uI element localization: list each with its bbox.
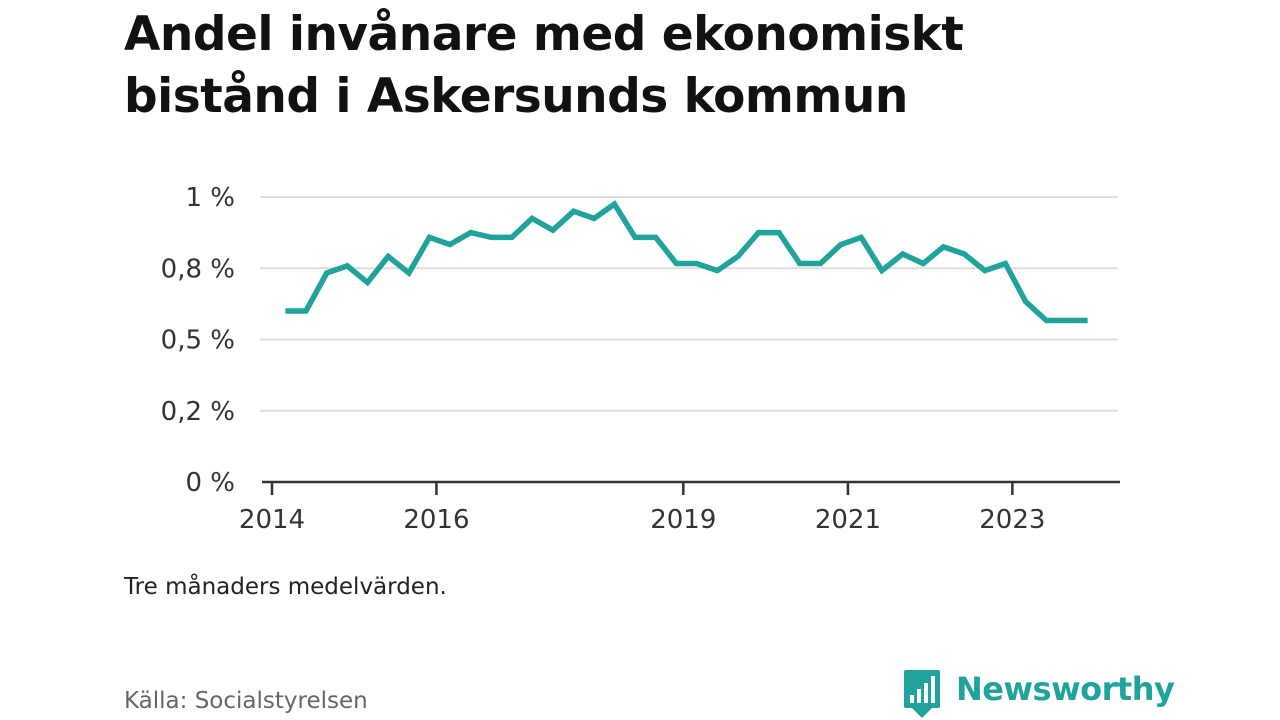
- grid-lines: [260, 196, 1118, 412]
- series-line: [285, 200, 1088, 324]
- x-tick-label: 2023: [979, 505, 1045, 535]
- y-axis-labels: 0 % 0,2 % 0,5 % 0,8 % 1 %: [161, 183, 235, 498]
- brand-name: Newsworthy: [956, 670, 1175, 708]
- line-chart: 0 %0,2 %0,5 %0,8 %1 % 2014 2016 2019 2021 20…: [161, 183, 1120, 535]
- y-tick-label: 0 %: [185, 468, 235, 498]
- y-tick-label: 0,8 %: [161, 254, 235, 284]
- y-tick-label: 1 %: [185, 183, 235, 213]
- x-axis-labels: 2014 2016 2019 2021 2023: [239, 505, 1046, 535]
- chart-note: Tre månaders medelvärden.: [124, 574, 447, 600]
- x-tick-label: 2014: [239, 505, 305, 535]
- x-tick-label: 2021: [815, 505, 881, 535]
- chart-title: Andel invånare med ekonomiskt bistånd i …: [124, 7, 964, 124]
- y-tick-label: 0,2 %: [161, 397, 235, 427]
- y-tick-label: 0,5 %: [161, 326, 235, 356]
- x-tick-label: 2016: [403, 505, 469, 535]
- series-layer: [285, 200, 1088, 324]
- source-text: Källa: Socialstyrelsen: [124, 688, 368, 714]
- brand-logo: Newsworthy: [902, 668, 1175, 718]
- x-tick-label: 2019: [650, 505, 716, 535]
- bar-chart-speech-bubble-icon: [904, 670, 940, 718]
- x-axis: [262, 480, 1120, 495]
